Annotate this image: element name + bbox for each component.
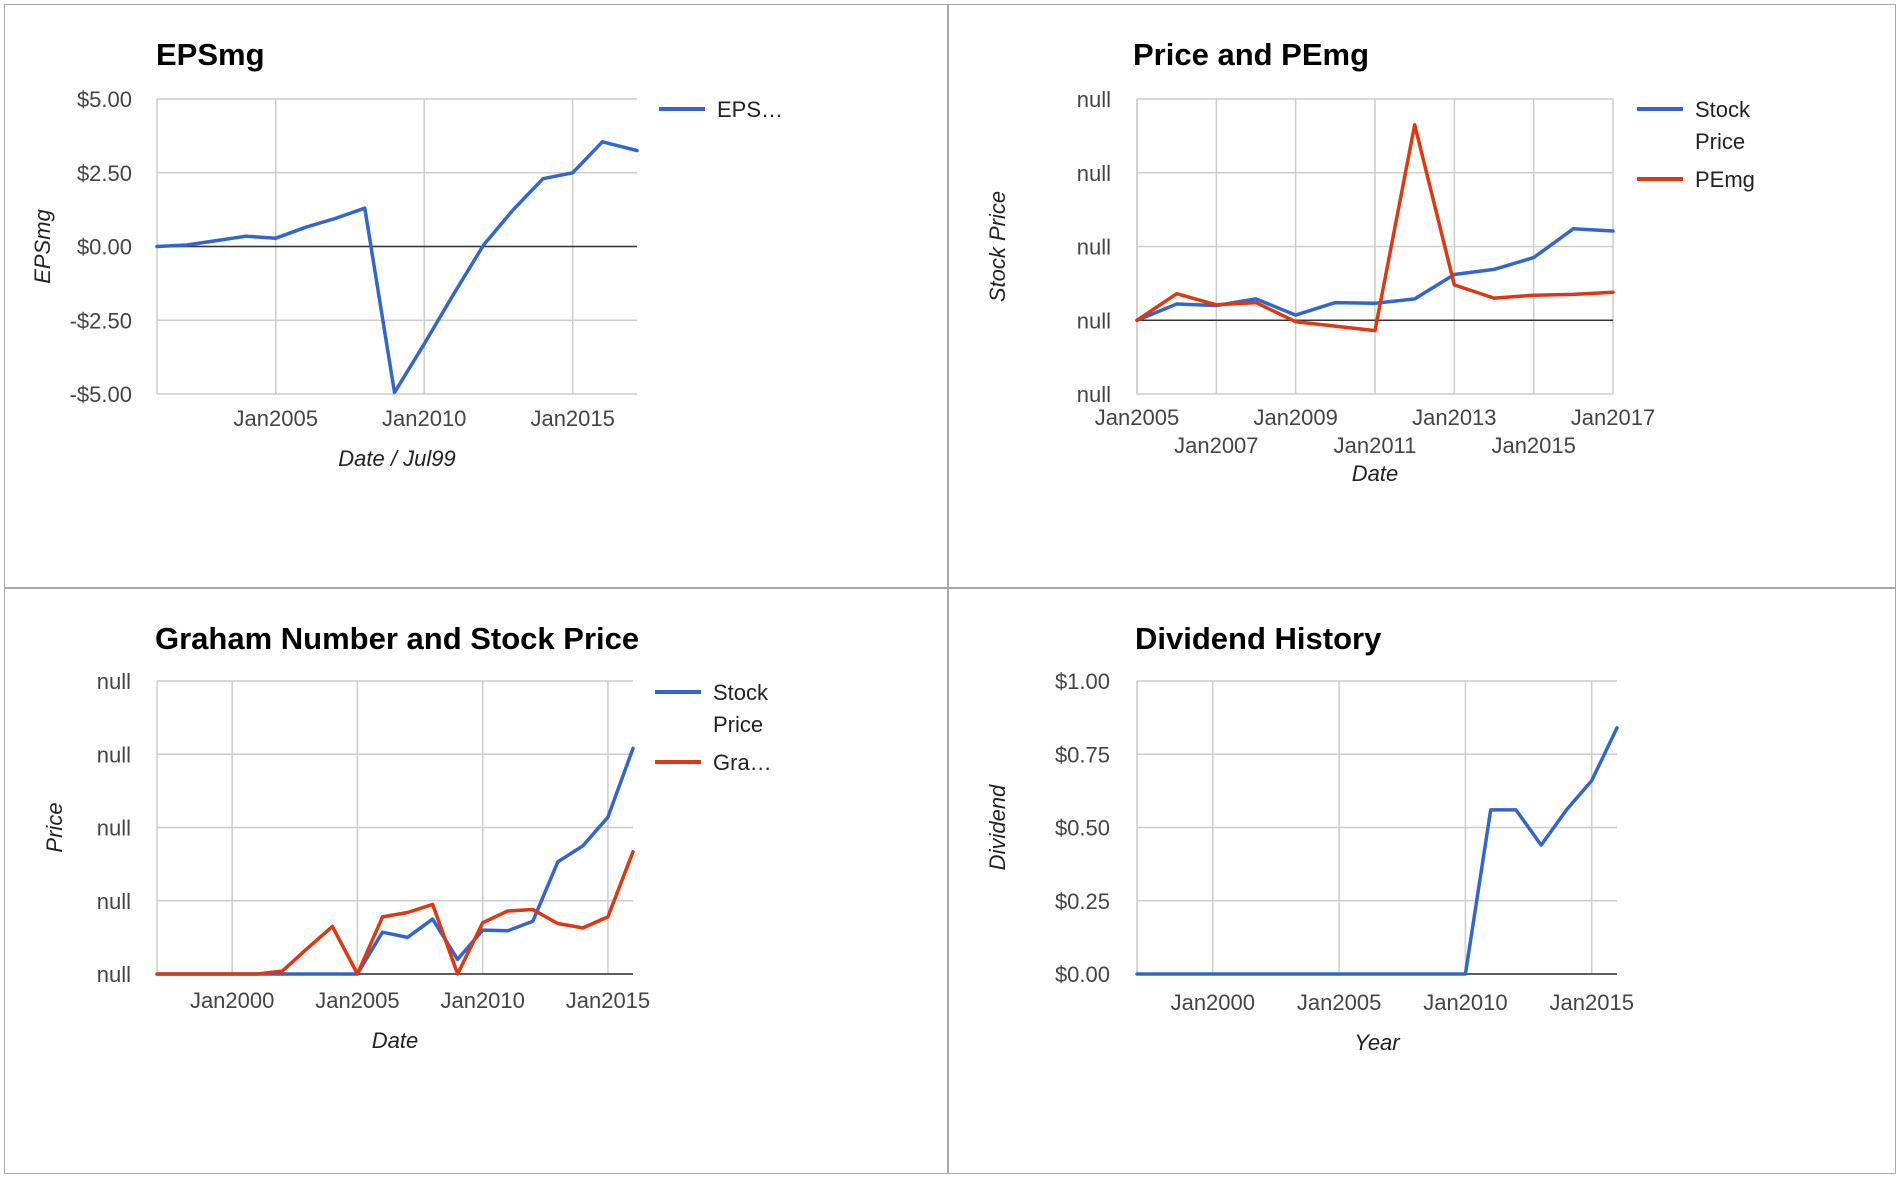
y-tick-label: null bbox=[1077, 161, 1111, 186]
y-tick-label: null bbox=[1077, 87, 1111, 112]
legend-label: Price bbox=[1695, 129, 1745, 154]
y-tick-label: null bbox=[97, 669, 131, 694]
y-tick-label: -$2.50 bbox=[70, 308, 132, 333]
y-tick-label: null bbox=[97, 816, 131, 841]
x-tick-label: Jan2015 bbox=[530, 406, 614, 431]
x-axis-title: Year bbox=[1354, 1030, 1401, 1055]
legend-label: Stock bbox=[713, 680, 769, 705]
legend-label: EPS… bbox=[717, 97, 783, 122]
y-tick-label: $0.00 bbox=[77, 235, 132, 260]
y-tick-label: null bbox=[1077, 235, 1111, 260]
x-tick-label: Jan2017 bbox=[1571, 405, 1655, 430]
y-tick-label: -$5.00 bbox=[70, 382, 132, 407]
chart-panel-epsmg[interactable]: EPSmg $5.00 $2.50 $0.00 -$2.50 -$5.00 Jan2005 J… bbox=[4, 4, 948, 588]
y-tick-label: $5.00 bbox=[77, 87, 132, 112]
y-tick-label: null bbox=[97, 962, 131, 987]
x-tick-label: Jan2010 bbox=[1423, 990, 1507, 1015]
chart-title: Price and PEmg bbox=[1133, 37, 1369, 72]
dividend-history-chart: Dividend History $1.00 $0.75 $0.50 $0.25 $0.0… bbox=[985, 621, 1634, 1055]
chart-title: Graham Number and Stock Price bbox=[155, 621, 639, 656]
epsmg-chart: EPSmg $5.00 $2.50 $0.00 -$2.50 -$5.00 Jan2005 J… bbox=[30, 37, 783, 471]
y-axis-title: Price bbox=[42, 802, 67, 852]
graham-number-chart: Graham Number and Stock Price null null nul… bbox=[42, 621, 772, 1053]
x-tick-label: Jan2015 bbox=[1550, 990, 1634, 1015]
legend-label: PEmg bbox=[1695, 167, 1755, 192]
chart-title: Dividend History bbox=[1135, 621, 1382, 656]
y-tick-label: null bbox=[97, 742, 131, 767]
x-axis-title: Date bbox=[372, 1028, 418, 1053]
y-axis-title: EPSmg bbox=[30, 208, 55, 283]
x-tick-label: Jan2011 bbox=[1334, 433, 1417, 458]
price-pemg-chart: Price and PEmgnullnullnullnullnullJan200… bbox=[985, 37, 1755, 486]
legend-label: Gra… bbox=[713, 750, 772, 775]
x-tick-label: Jan2013 bbox=[1412, 405, 1496, 430]
chart-title: EPSmg bbox=[156, 37, 265, 72]
series-line bbox=[155, 849, 635, 976]
legend-entry: Gra… bbox=[655, 750, 772, 775]
legend-entry: EPS… bbox=[659, 97, 783, 122]
y-axis-title: Dividend bbox=[985, 784, 1010, 870]
chart-panel-price-pemg[interactable]: Price and PEmg null null null null null Jan200… bbox=[948, 4, 1896, 588]
x-tick-label: Jan2000 bbox=[190, 988, 274, 1013]
y-tick-label: null bbox=[97, 889, 131, 914]
x-axis-title: Date / Jul99 bbox=[338, 446, 455, 471]
legend-entry: Stock Price bbox=[655, 680, 769, 737]
series-line bbox=[1135, 726, 1619, 976]
x-tick-label: Jan2005 bbox=[1297, 990, 1381, 1015]
legend-entry: PEmg bbox=[1637, 167, 1755, 192]
chart-panel-dividend-history[interactable]: Dividend History $1.00 $0.75 $0.50 $0.25 $0.0… bbox=[948, 588, 1896, 1174]
x-tick-label: Jan2010 bbox=[382, 406, 466, 431]
x-tick-label: Jan2015 bbox=[566, 988, 650, 1013]
y-tick-label: $0.00 bbox=[1055, 962, 1110, 987]
legend-label: Price bbox=[713, 712, 763, 737]
x-axis-title: Date bbox=[1352, 461, 1398, 486]
chart-panel-graham-number[interactable]: Graham Number and Stock Price null null nul… bbox=[4, 588, 948, 1174]
y-tick-label: $0.25 bbox=[1055, 889, 1110, 914]
series-line bbox=[155, 140, 639, 395]
series-line bbox=[155, 746, 635, 976]
legend-label: Stock bbox=[1695, 97, 1751, 122]
y-tick-label: $1.00 bbox=[1055, 669, 1110, 694]
x-tick-label: Jan2009 bbox=[1253, 405, 1337, 430]
y-tick-label: $0.75 bbox=[1055, 742, 1110, 767]
legend-entry: Stock Price bbox=[1637, 97, 1751, 154]
y-tick-label: $2.50 bbox=[77, 161, 132, 186]
y-tick-label: $0.50 bbox=[1055, 816, 1110, 841]
x-tick-label: Jan2005 bbox=[234, 406, 318, 431]
x-tick-label: Jan2010 bbox=[440, 988, 524, 1013]
x-tick-label: Jan2005 bbox=[1095, 405, 1179, 430]
y-tick-label: null bbox=[1077, 382, 1111, 407]
y-axis-title: Stock Price bbox=[985, 191, 1010, 302]
x-tick-label: Jan2007 bbox=[1174, 433, 1258, 458]
x-tick-label: Jan2000 bbox=[1171, 990, 1255, 1015]
y-tick-label: null bbox=[1077, 308, 1111, 333]
x-tick-label: Jan2005 bbox=[315, 988, 399, 1013]
x-tick-label: Jan2015 bbox=[1491, 433, 1575, 458]
